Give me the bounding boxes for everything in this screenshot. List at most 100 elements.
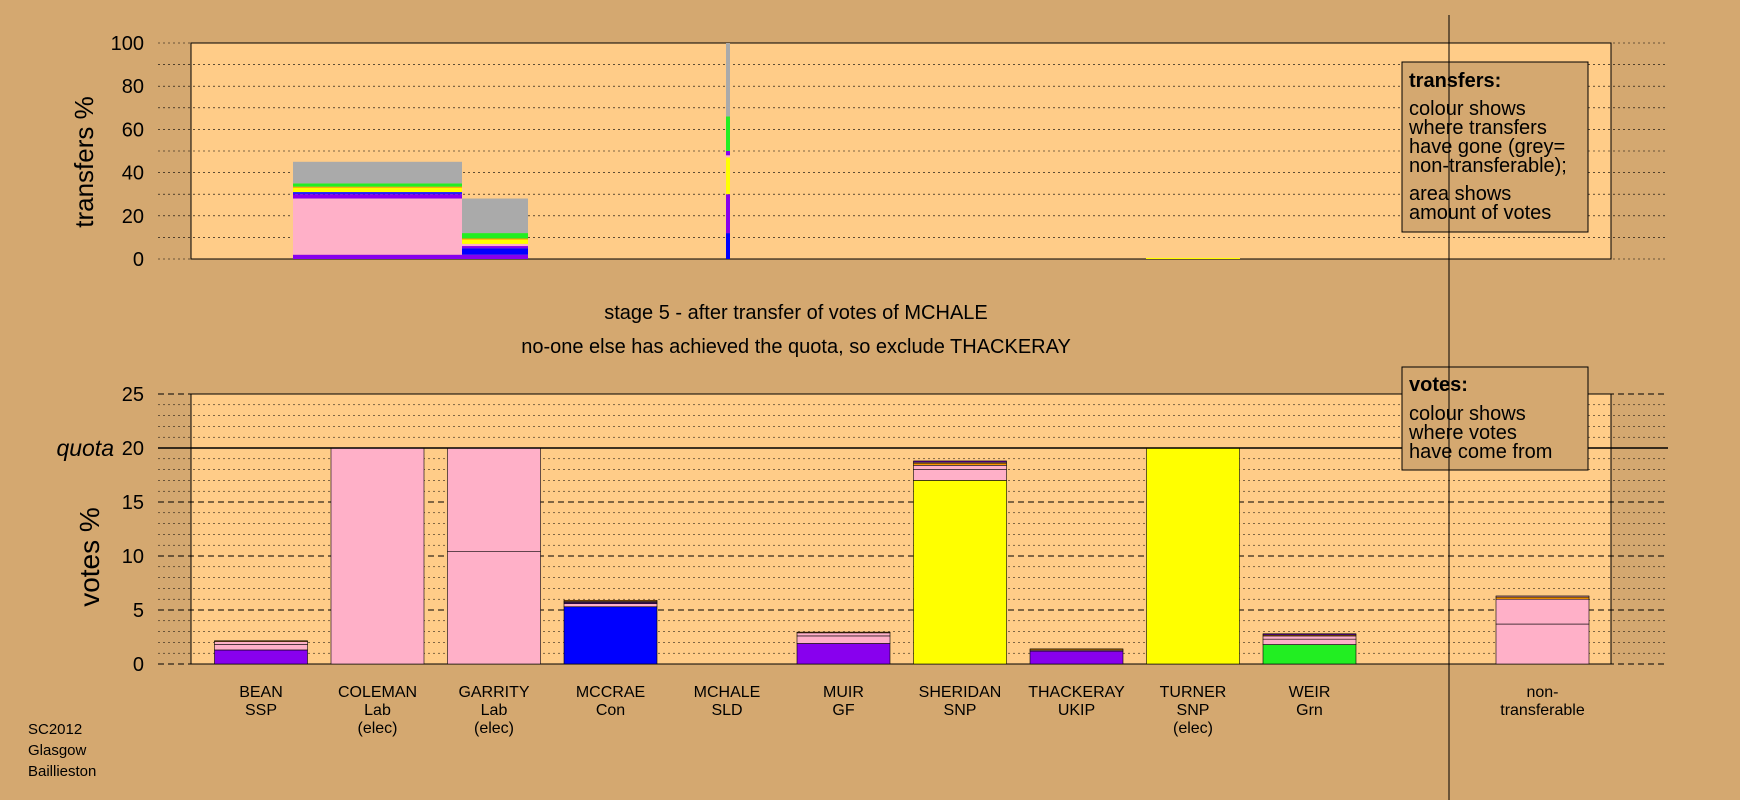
transfers-bar-segment <box>462 233 528 239</box>
votes-bar-segment <box>796 631 891 634</box>
votes-bar-segment <box>1146 447 1240 665</box>
candidate-label: (elec) <box>357 720 397 737</box>
candidate-label: GF <box>832 702 854 719</box>
votes-bar-segment <box>1262 644 1357 665</box>
transfers-bar-segment <box>293 254 462 259</box>
transfers-legend-line: amount of votes <box>1409 202 1551 224</box>
candidate-label: WEIR <box>1289 684 1331 701</box>
transfers-bar-segment <box>293 187 462 193</box>
transfers-bar-segment <box>462 198 528 234</box>
transfers-bar-segment <box>293 194 462 199</box>
transfers-bar-segment <box>726 155 730 158</box>
votes-legend-line: colour shows <box>1409 403 1526 425</box>
candidate-label: GARRITY <box>458 684 529 701</box>
votes-y-tick-label: 20 <box>122 438 144 460</box>
votes-bar-segment <box>913 462 1007 466</box>
transfers-bar-segment <box>293 183 462 187</box>
votes-bar-segment <box>1262 638 1357 645</box>
votes-legend-box <box>1401 366 1589 471</box>
transfers-bar-segment <box>462 248 528 255</box>
votes-bar-segment <box>1029 648 1124 651</box>
votes-y-tick-label: 5 <box>133 600 144 622</box>
candidate-label: (elec) <box>474 720 514 737</box>
transfers-y-tick-label: 40 <box>122 163 144 185</box>
footer: SC2012 Glasgow Baillieston <box>28 721 96 780</box>
votes-y-ticks: 0 5 10 15 20 25 <box>122 384 144 676</box>
transfers-bar-segment <box>726 116 730 151</box>
votes-y-tick-label: 10 <box>122 546 144 568</box>
votes-plot-area <box>190 393 1612 665</box>
footer-line: Glasgow <box>28 742 87 759</box>
chart-title: stage 5 - after transfer of votes of MCH… <box>604 302 988 324</box>
transfers-bar-segment <box>1146 257 1240 259</box>
votes-bar-segment <box>913 460 1007 463</box>
transfers-bar-segment <box>293 192 462 195</box>
candidate-label: SSP <box>245 702 277 719</box>
candidate-label: SLD <box>711 702 742 719</box>
votes-bar-segment <box>913 469 1007 481</box>
transfers-bar-segment <box>462 254 528 259</box>
votes-bars <box>214 447 1590 665</box>
transfers-legend: transfers: colour shows where transfers … <box>1401 61 1589 233</box>
candidate-label: Con <box>596 702 625 719</box>
candidate-label: SNP <box>944 702 977 719</box>
votes-y-axis-label: votes % <box>74 507 105 607</box>
votes-bar-segment <box>913 480 1007 665</box>
candidate-label: transferable <box>1500 702 1585 719</box>
candidate-label: Lab <box>481 702 508 719</box>
transfers-bar-segment <box>726 233 730 259</box>
transfers-bar-segment <box>726 151 730 156</box>
transfers-y-axis-label: transfers % <box>69 96 99 228</box>
votes-bar-segment <box>447 447 541 552</box>
votes-bar-segment <box>214 644 308 651</box>
chart-subtitle: no-one else has achieved the quota, so e… <box>521 336 1071 358</box>
footer-line: Baillieston <box>28 763 96 780</box>
transfers-bar-segment <box>726 43 730 117</box>
candidate-label: UKIP <box>1058 702 1095 719</box>
votes-y-tick-label: 25 <box>122 384 144 406</box>
votes-bar-segment <box>1262 635 1357 640</box>
candidate-label: MCCRAE <box>576 684 645 701</box>
transfers-panel: 0 20 40 60 80 100 transfers % transfers: colo… <box>69 33 1668 271</box>
transfers-bar-segment <box>462 243 528 247</box>
transfers-bar-segment <box>726 157 730 195</box>
votes-bar-segment <box>563 606 658 665</box>
transfers-legend-line: non-transferable); <box>1409 155 1567 177</box>
transfers-legend-line: have gone (grey= <box>1409 136 1565 158</box>
candidate-label: Grn <box>1296 702 1323 719</box>
candidate-label: TURNER <box>1160 684 1227 701</box>
candidate-label: THACKERAY <box>1028 684 1125 701</box>
candidate-label: COLEMAN <box>338 684 417 701</box>
transfers-y-ticks: 0 20 40 60 80 100 <box>111 33 144 271</box>
transfers-y-tick-label: 0 <box>133 249 144 271</box>
votes-bar-segment <box>563 603 658 608</box>
votes-bar-segment <box>563 599 658 602</box>
transfers-bar-segment <box>293 161 462 184</box>
votes-bar-segment <box>1029 650 1124 665</box>
votes-legend: votes: colour shows where votes have com… <box>1401 366 1589 471</box>
transfers-y-tick-label: 80 <box>122 76 144 98</box>
transfers-y-tick-label: 60 <box>122 119 144 141</box>
votes-bar-segment <box>913 464 1007 470</box>
transfers-bar-segment <box>462 238 528 240</box>
votes-legend-line: have come from <box>1409 441 1552 463</box>
candidate-label: Lab <box>364 702 391 719</box>
candidate-label: SHERIDAN <box>919 684 1002 701</box>
votes-bar-segment <box>447 551 541 665</box>
quota-label: quota <box>56 435 114 461</box>
transfers-y-tick-label: 20 <box>122 206 144 228</box>
votes-bar-segment <box>1495 598 1590 625</box>
votes-legend-title: votes: <box>1409 374 1468 396</box>
candidate-label: SNP <box>1177 702 1210 719</box>
votes-bar-segment <box>796 635 891 644</box>
votes-bar-segment <box>1495 596 1590 600</box>
candidate-labels: BEANSSPCOLEMANLab(elec)GARRITYLab(elec)M… <box>239 684 1585 737</box>
transfers-bar-segment <box>462 246 528 249</box>
votes-y-tick-label: 0 <box>133 654 144 676</box>
transfers-bars <box>293 43 1240 259</box>
transfers-legend-line: where transfers <box>1408 117 1547 139</box>
votes-bar-segment <box>214 640 308 642</box>
transfers-legend-line: area shows <box>1409 183 1511 205</box>
